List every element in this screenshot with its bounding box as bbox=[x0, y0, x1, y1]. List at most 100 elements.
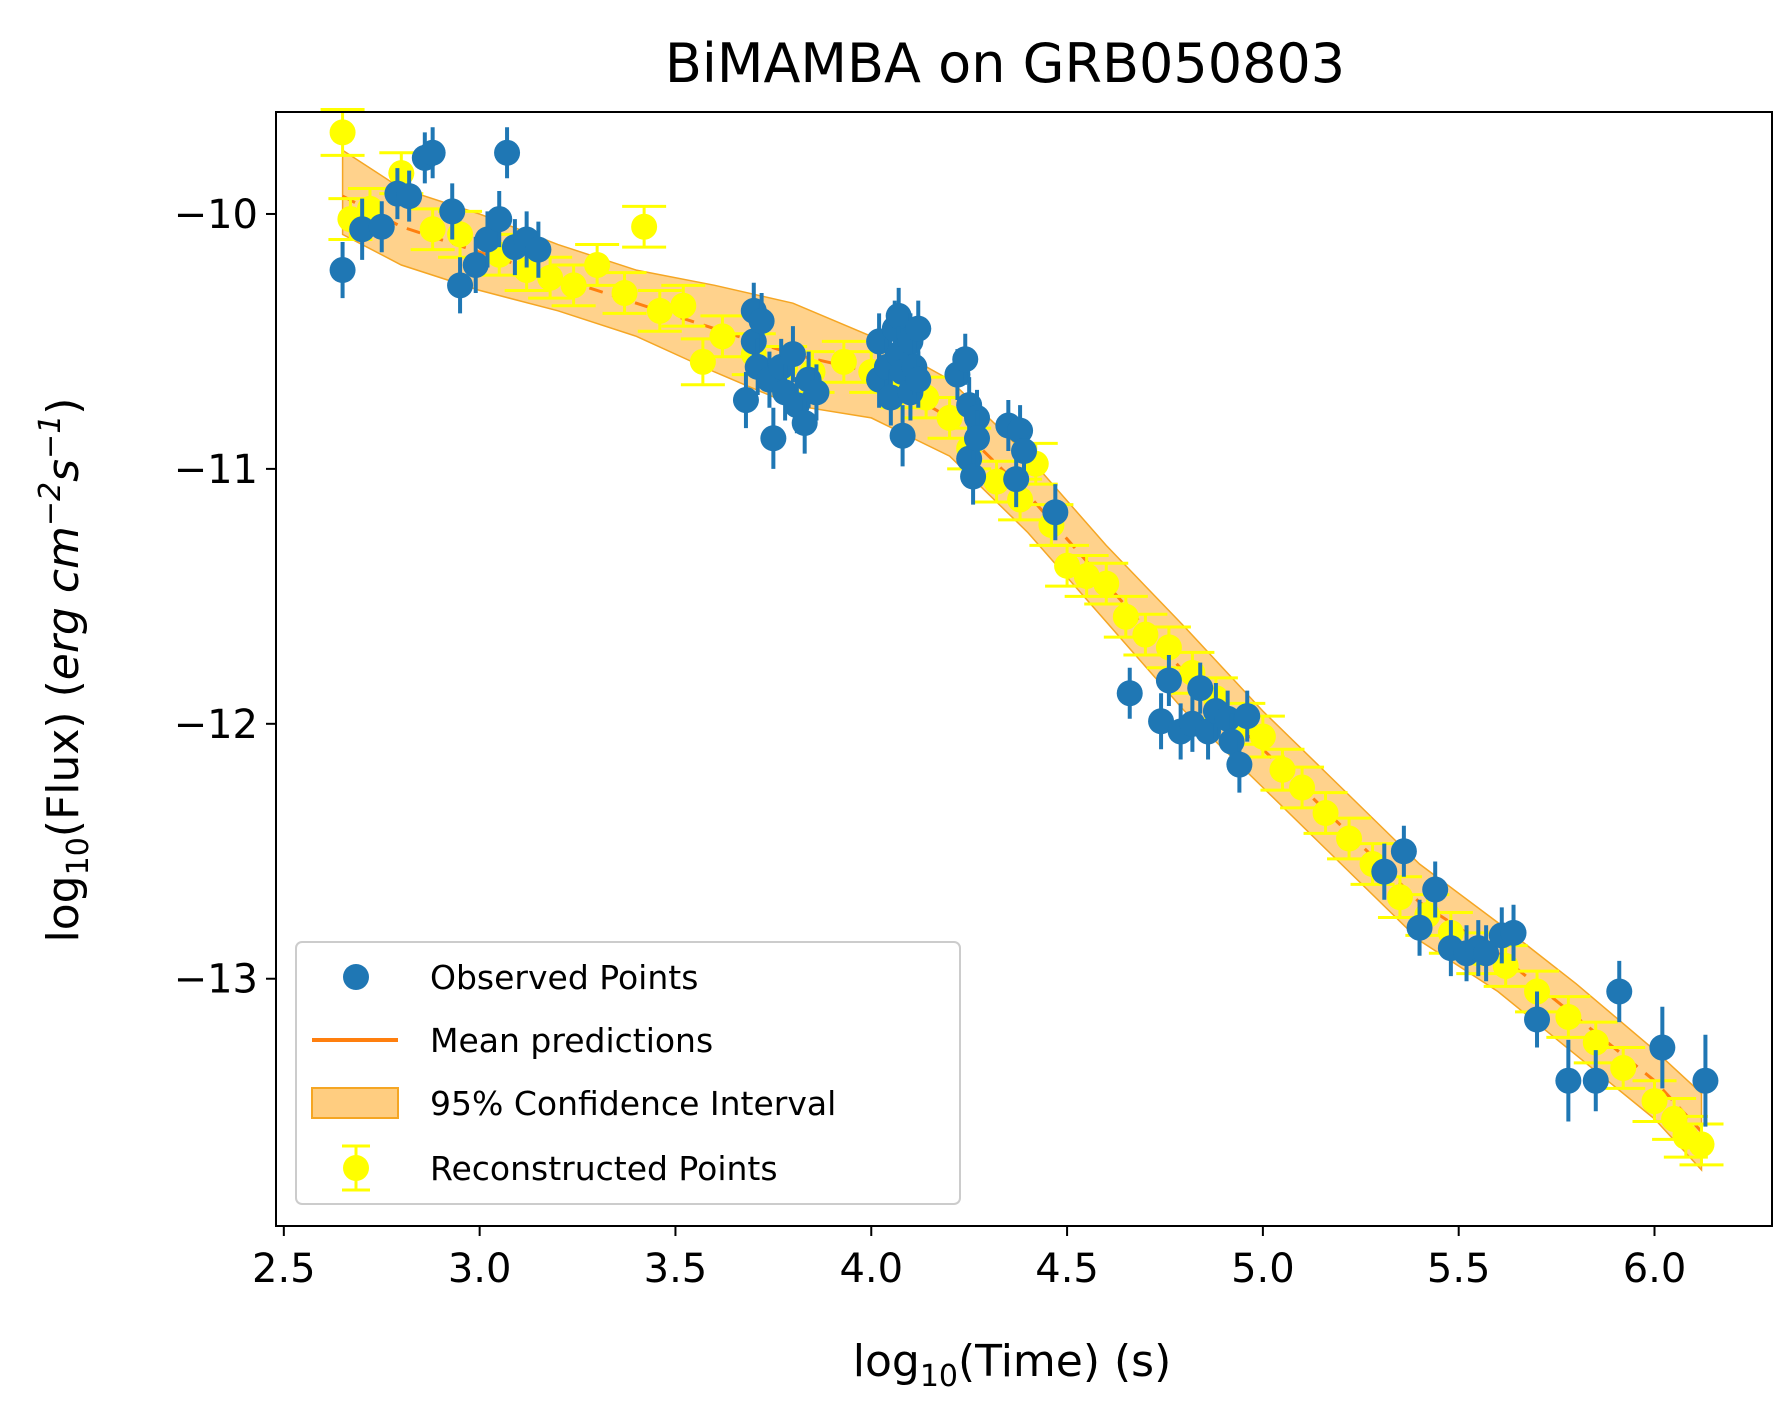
reconstructed-marker bbox=[1249, 723, 1276, 750]
reconstructed-marker bbox=[329, 119, 356, 146]
observed-marker bbox=[1042, 499, 1069, 526]
legend-ci-patch bbox=[311, 1087, 399, 1119]
reconstructed-point bbox=[1679, 1122, 1724, 1167]
observed-marker bbox=[447, 272, 474, 299]
x-tick-label: 3.0 bbox=[448, 1246, 512, 1292]
observed-marker bbox=[885, 302, 912, 329]
observed-point bbox=[1649, 1006, 1676, 1089]
y-axis-label-close: ) bbox=[38, 398, 89, 415]
reconstructed-marker bbox=[1688, 1131, 1715, 1158]
observed-marker bbox=[1582, 1067, 1609, 1094]
observed-marker bbox=[889, 422, 916, 449]
observed-marker bbox=[368, 213, 395, 240]
observed-point bbox=[1606, 960, 1633, 1023]
observed-point bbox=[1011, 425, 1037, 477]
observed-point bbox=[462, 236, 489, 293]
observed-point bbox=[1234, 690, 1261, 742]
y-axis-label-prefix: log bbox=[38, 875, 89, 942]
reconstructed-marker bbox=[1073, 562, 1100, 589]
legend-ci-label: 95% Confidence Interval bbox=[430, 1084, 836, 1123]
observed-marker bbox=[905, 315, 932, 342]
observed-marker bbox=[1422, 876, 1449, 903]
reconstructed-marker bbox=[611, 279, 638, 306]
observed-marker bbox=[1214, 705, 1241, 732]
legend-box bbox=[295, 941, 961, 1205]
observed-marker bbox=[1649, 1034, 1676, 1061]
observed-marker bbox=[1155, 667, 1182, 694]
observed-marker bbox=[964, 425, 991, 452]
reconstructed-point bbox=[700, 314, 745, 359]
observed-marker bbox=[1406, 914, 1433, 941]
observed-point bbox=[732, 372, 759, 429]
observed-marker bbox=[1500, 919, 1527, 946]
reconstructed-marker bbox=[1054, 552, 1081, 579]
observed-point bbox=[905, 300, 932, 357]
reconstructed-marker bbox=[983, 468, 1010, 495]
reconstructed-point bbox=[1260, 747, 1305, 792]
observed-point bbox=[1500, 904, 1527, 961]
reconstructed-marker bbox=[1093, 570, 1120, 597]
observed-point bbox=[952, 333, 979, 385]
observed-point bbox=[760, 407, 787, 469]
observed-point bbox=[1116, 667, 1143, 719]
reconstructed-marker bbox=[1336, 825, 1363, 852]
observed-marker bbox=[1011, 438, 1037, 465]
observed-marker bbox=[462, 251, 489, 278]
reconstructed-marker bbox=[709, 323, 736, 350]
observed-point bbox=[1042, 484, 1069, 541]
observed-marker bbox=[1116, 680, 1143, 707]
observed-point bbox=[439, 183, 466, 240]
observed-marker bbox=[1187, 675, 1214, 702]
observed-marker bbox=[1234, 703, 1261, 730]
reconstructed-marker bbox=[1555, 1003, 1582, 1030]
observed-point bbox=[889, 405, 916, 467]
reconstructed-point bbox=[1601, 1046, 1646, 1090]
observed-point bbox=[1148, 693, 1175, 750]
x-tick-label: 5.5 bbox=[1427, 1246, 1491, 1292]
legend-observed-marker bbox=[343, 964, 369, 990]
observed-marker bbox=[1390, 838, 1417, 865]
reconstructed-marker bbox=[1312, 800, 1339, 827]
observed-point bbox=[877, 369, 904, 426]
reconstructed-point bbox=[637, 288, 682, 333]
y-tick-label: −12 bbox=[174, 702, 258, 748]
reconstructed-marker bbox=[830, 348, 857, 375]
observed-point bbox=[1524, 991, 1551, 1048]
observed-point bbox=[1406, 899, 1433, 956]
observed-marker bbox=[396, 183, 423, 210]
observed-marker bbox=[494, 139, 521, 166]
legend-mean-label: Mean predictions bbox=[430, 1021, 713, 1060]
observed-point bbox=[1473, 925, 1500, 982]
plot-frame bbox=[275, 111, 1773, 1227]
reconstructed-point bbox=[320, 107, 365, 157]
y-axis-label-exp-1: −2 bbox=[33, 482, 68, 526]
reconstructed-marker bbox=[1112, 603, 1139, 630]
observed-point bbox=[486, 191, 513, 248]
observed-marker bbox=[1473, 940, 1500, 967]
observed-point bbox=[419, 127, 446, 179]
observed-marker bbox=[349, 216, 376, 243]
reconstructed-marker bbox=[646, 297, 673, 324]
observed-point bbox=[791, 392, 818, 454]
observed-point bbox=[329, 242, 356, 299]
observed-point bbox=[1422, 861, 1449, 918]
y-axis-label-subscript: 10 bbox=[61, 837, 96, 875]
reconstructed-marker bbox=[513, 257, 540, 284]
y-axis: −10 −11 −12 −13 bbox=[174, 192, 276, 1003]
observed-point bbox=[1155, 654, 1182, 706]
x-tick-label: 3.5 bbox=[644, 1246, 708, 1292]
x-tick-label: 4.5 bbox=[1035, 1246, 1099, 1292]
reconstructed-marker bbox=[689, 348, 716, 375]
y-axis-label-unit-s: s bbox=[38, 459, 89, 482]
observed-marker bbox=[439, 198, 466, 225]
observed-marker bbox=[952, 346, 979, 373]
reconstructed-point bbox=[551, 263, 596, 308]
x-tick-label: 2.5 bbox=[252, 1246, 316, 1292]
observed-point bbox=[1226, 736, 1253, 793]
x-axis-label-suffix: (Time) (s) bbox=[958, 1336, 1171, 1387]
legend-observed-label: Observed Points bbox=[430, 958, 698, 997]
x-axis: 2.5 3.0 3.5 4.0 4.5 5.0 5.5 6.0 bbox=[252, 1226, 1686, 1292]
x-axis-label: log10(Time) (s) bbox=[853, 1336, 1172, 1394]
observed-point bbox=[779, 326, 806, 383]
